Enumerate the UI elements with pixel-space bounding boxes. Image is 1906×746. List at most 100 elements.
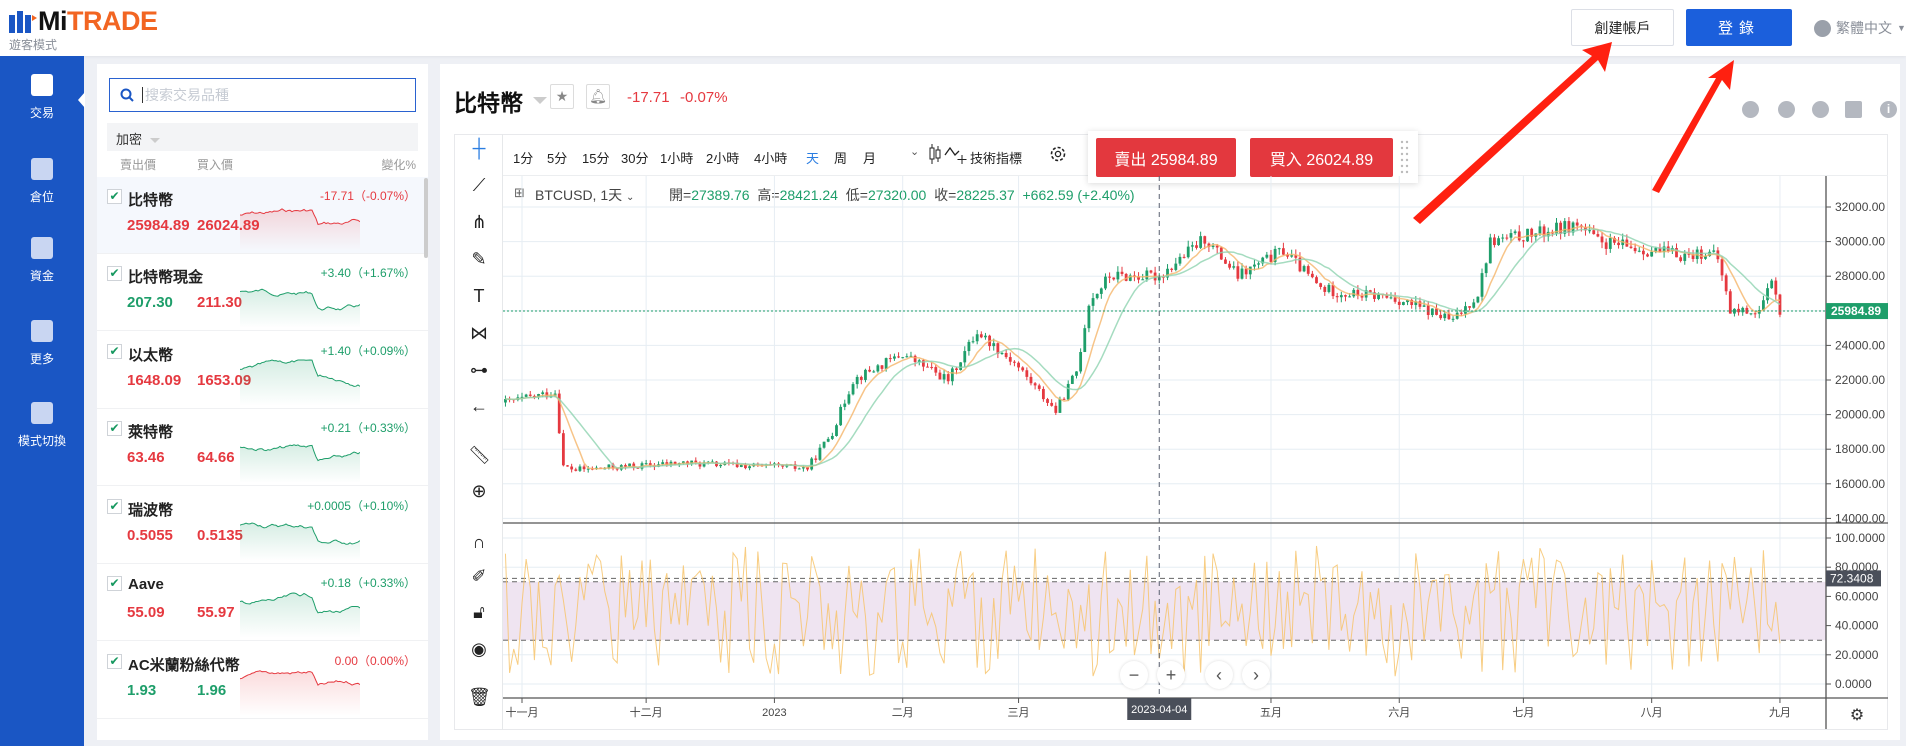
zoom-out-button[interactable]: − — [1120, 661, 1148, 689]
instrument-row[interactable]: ✔ AC米蘭粉絲代幣 1.93 1.96 0.00（0.00%） — [97, 642, 428, 719]
candle — [1691, 254, 1695, 260]
watchlist-checkbox[interactable]: ✔ — [107, 576, 122, 592]
watchlist-checkbox[interactable]: ✔ — [107, 421, 122, 437]
candle — [611, 464, 615, 469]
instrument-dropdown-caret-icon[interactable] — [533, 97, 547, 104]
pitchfork-icon[interactable]: ⋔ — [471, 212, 487, 232]
candle — [1124, 273, 1128, 281]
globe-icon — [1814, 19, 1831, 37]
measure-icon[interactable]: ⊶ — [470, 360, 488, 380]
instrument-row[interactable]: ✔ 比特幣現金 207.30 211.30 +3.40（+1.67%） — [97, 254, 428, 332]
nav-item-clipboard[interactable]: 倉位 — [0, 140, 84, 222]
candle — [913, 355, 917, 362]
calendar-icon[interactable] — [1845, 101, 1862, 118]
instrument-row[interactable]: ✔ 比特幣 25984.89 26024.89 -17.71（-0.07%） — [97, 177, 428, 254]
trend-line-icon[interactable]: ⟋ — [472, 175, 486, 195]
axis-settings-gear-icon[interactable]: ⚙ — [1850, 707, 1864, 724]
nav-item-grid[interactable]: 更多 — [0, 302, 84, 384]
candle — [1439, 314, 1443, 319]
candle — [1149, 270, 1153, 273]
sell-button[interactable]: 賣出 25984.89 — [1096, 138, 1236, 177]
drag-handle-icon[interactable] — [1400, 139, 1410, 177]
gauge-icon[interactable] — [1812, 101, 1829, 118]
candle — [1091, 298, 1095, 306]
watchlist-scrollbar[interactable] — [424, 178, 428, 258]
interval-0[interactable]: 1分 — [513, 151, 534, 166]
instrument-row[interactable]: ✔ Aave 55.09 55.97 +0.18（+0.33%） — [97, 564, 428, 642]
lock-drawing-icon[interactable]: ✐ — [471, 566, 487, 586]
zoom-icon[interactable]: ⊕ — [471, 481, 487, 501]
chart-icon — [31, 73, 53, 96]
nav-label: 更多 — [29, 351, 54, 366]
sparkline-chart — [240, 522, 360, 561]
instrument-row[interactable]: ✔ 萊特幣 63.46 64.66 +0.21（+0.33%） — [97, 409, 428, 487]
candle — [744, 464, 747, 469]
candle — [748, 466, 751, 469]
price-chart[interactable]: 32000.00 30000.00 28000.00 24000.00 22000.00… — [503, 176, 1888, 729]
interval-9[interactable]: 月 — [863, 151, 877, 166]
candle — [1240, 268, 1244, 279]
search-input[interactable] — [142, 87, 382, 103]
search-box[interactable] — [109, 78, 416, 112]
create-account-button[interactable]: 創建帳戶 — [1571, 9, 1674, 46]
open-label: 開= — [669, 187, 692, 203]
candle — [1281, 248, 1285, 255]
watchlist-checkbox[interactable]: ✔ — [107, 498, 122, 514]
candle — [1323, 286, 1327, 292]
candle — [1219, 247, 1223, 260]
interval-7[interactable]: 天 — [806, 151, 820, 166]
nav-item-switch[interactable]: 模式切換 — [0, 384, 84, 466]
interval-8[interactable]: 周 — [834, 151, 848, 166]
interval-4[interactable]: 1小時 — [660, 151, 694, 166]
scroll-left-button[interactable]: ‹ — [1205, 661, 1233, 689]
login-button[interactable]: 登錄 — [1686, 9, 1792, 46]
chart-settings-gear-icon[interactable] — [1048, 144, 1068, 164]
back-arrow-icon[interactable]: ← — [470, 396, 488, 416]
unlock-icon[interactable]: 🔓︎ — [473, 602, 485, 622]
watchlist-checkbox[interactable]: ✔ — [107, 189, 122, 204]
trash-icon[interactable]: 🗑︎ — [468, 687, 491, 707]
category-dropdown[interactable]: 加密 — [107, 123, 418, 151]
buy-button[interactable]: 買入 26024.89 — [1250, 138, 1393, 177]
interval-5[interactable]: 2小時 — [706, 151, 740, 166]
candle — [1178, 256, 1182, 264]
watchlist-checkbox[interactable]: ✔ — [107, 266, 122, 282]
ruler-icon[interactable]: 📏︎ — [468, 445, 491, 465]
favorite-star-button[interactable]: ★ — [550, 84, 574, 109]
caret-down-icon — [150, 138, 161, 144]
candle — [835, 425, 838, 436]
candle-type-icon[interactable] — [928, 143, 942, 165]
price-alert-button[interactable]: 🔔︎ — [586, 84, 610, 109]
instrument-row[interactable]: ✔ 以太幣 1648.09 1653.09 +1.40（+0.09%） — [97, 332, 428, 409]
text-icon[interactable]: T — [473, 286, 485, 306]
legend-expand-icon[interactable]: ⊞ — [514, 185, 525, 200]
indicator-icon[interactable] — [944, 145, 968, 165]
mitrade-logo[interactable]: Mi TRADE — [8, 6, 158, 37]
instrument-row[interactable]: ✔ 瑞波幣 0.5055 0.5135 +0.0005（+0.10%） — [97, 487, 428, 564]
zoom-in-button[interactable]: + — [1157, 661, 1185, 689]
technical-indicators-button[interactable]: 技術指標 — [970, 151, 1023, 166]
language-selector[interactable]: 繁體中文 ▼ — [1814, 18, 1906, 38]
eye-icon[interactable]: ◉ — [471, 639, 487, 659]
candle — [1459, 312, 1463, 314]
watchlist-checkbox[interactable]: ✔ — [107, 653, 122, 669]
pattern-icon[interactable]: ⋈ — [470, 323, 488, 343]
interval-1[interactable]: 5分 — [547, 151, 568, 166]
interval-6[interactable]: 4小時 — [754, 151, 788, 166]
scroll-right-button[interactable]: › — [1242, 661, 1270, 689]
info-icon[interactable]: i — [1880, 101, 1897, 118]
compass-icon[interactable] — [1778, 101, 1795, 118]
interval-2[interactable]: 15分 — [582, 151, 610, 166]
nav-item-wallet[interactable]: 資金 — [0, 219, 84, 301]
watchlist-checkbox[interactable]: ✔ — [107, 343, 122, 359]
interval-3[interactable]: 30分 — [621, 151, 649, 166]
nav-item-chart[interactable]: 交易 — [0, 56, 84, 138]
legend-symbol[interactable]: BTCUSD, 1天 ⌄ — [535, 185, 634, 205]
interval-more-chevron-icon[interactable]: ⌄ — [910, 146, 920, 158]
crosshair-icon[interactable]: ┼ — [472, 138, 486, 158]
candle — [566, 465, 569, 467]
current-price-badge — [1826, 303, 1888, 320]
magnet-icon[interactable]: ∩ — [472, 532, 486, 552]
brush-icon[interactable]: ✎ — [471, 249, 487, 269]
pie-chart-icon[interactable] — [1742, 101, 1759, 118]
